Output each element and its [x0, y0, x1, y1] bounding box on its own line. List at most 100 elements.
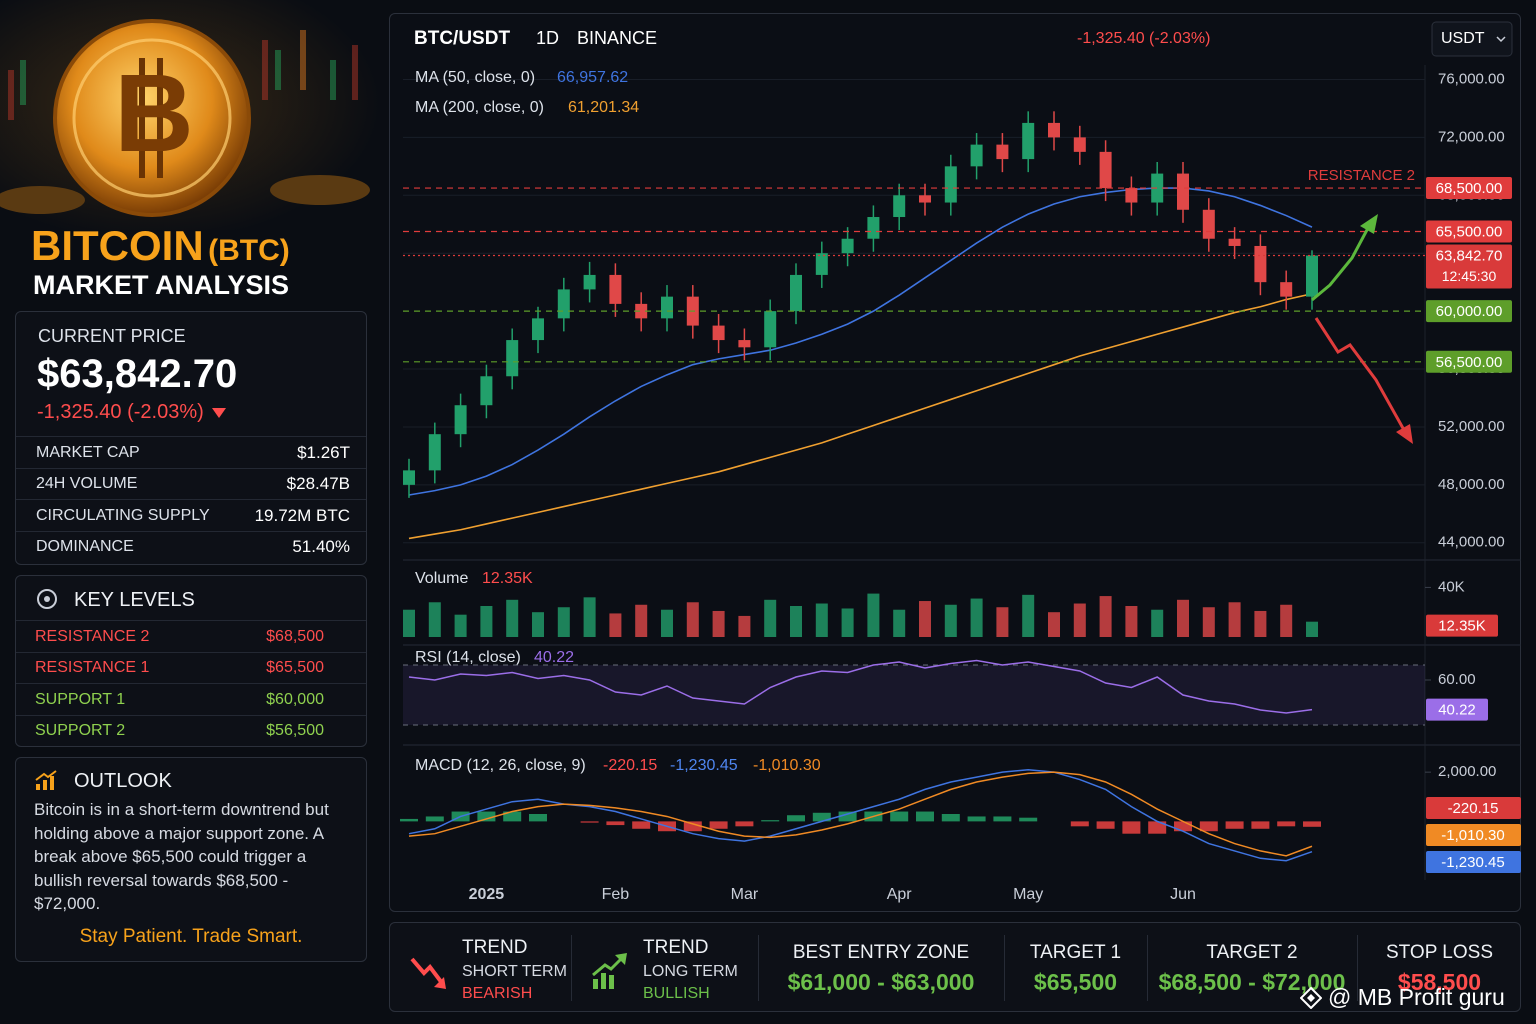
- y-tick-label: 76,000.00: [1438, 70, 1505, 87]
- macd-histogram-bar: [425, 816, 444, 822]
- level-value: $56,500: [266, 722, 324, 739]
- volume-bar: [1048, 612, 1060, 637]
- volume-bar: [1151, 609, 1164, 637]
- ma-legend: MA (50, close, 0): [415, 69, 535, 86]
- candle-body: [532, 318, 544, 341]
- level-name: RESISTANCE 1: [35, 659, 150, 676]
- currency: USDT: [1441, 30, 1485, 47]
- stat-label: DOMINANCE: [36, 538, 134, 555]
- price-card: CURRENT PRICE $63,842.70 -1,325.40 (-2.0…: [15, 311, 367, 565]
- summary-value: $61,000 - $63,000: [787, 969, 975, 995]
- candle-body: [764, 311, 777, 348]
- volume-bar: [1254, 610, 1267, 637]
- subtitle: MARKET ANALYSIS: [33, 270, 290, 300]
- title-suffix: (BTC): [208, 234, 290, 267]
- chart: BTC/USDT 1D BINANCE -1,325.40 (-2.03%) U…: [400, 21, 1521, 903]
- volume-bar: [1073, 603, 1086, 637]
- bull-arrowhead: [1360, 214, 1378, 234]
- volume-bar: [970, 598, 983, 637]
- stat-label: 24H VOLUME: [36, 475, 138, 492]
- level-name: SUPPORT 1: [35, 690, 126, 708]
- level-row: RESISTANCE 1 $65,500: [16, 651, 366, 684]
- summary-title: STOP LOSS: [1385, 942, 1493, 963]
- macd-histogram-bar: [735, 821, 754, 827]
- volume-bar: [686, 602, 699, 637]
- x-tick-label: May: [1013, 886, 1043, 903]
- x-tick-label: 2025: [469, 886, 505, 903]
- candle-body: [661, 296, 673, 319]
- candle-body: [996, 144, 1009, 160]
- level-tag-label: 65,500.00: [1436, 223, 1503, 240]
- macd-histogram-bar: [1199, 821, 1218, 832]
- macd-histogram-bar: [1303, 821, 1321, 827]
- volume-bar: [532, 612, 544, 637]
- candle-body: [1125, 188, 1138, 203]
- volume-bar: [738, 615, 751, 637]
- bear-arrowhead: [1396, 424, 1413, 444]
- ma-line: [408, 187, 1313, 496]
- stat-value: $28.47B: [286, 474, 350, 493]
- candle-body: [944, 166, 957, 203]
- candle-body: [635, 303, 648, 319]
- volume-title: Volume: [415, 570, 468, 587]
- macd-histogram-bar: [477, 811, 496, 822]
- level-tag-label: 63,842.70: [1436, 247, 1503, 264]
- macd-histogram-bar: [709, 821, 728, 829]
- divider: [1147, 935, 1148, 1001]
- summary-subtitle: LONG TERM: [643, 963, 738, 980]
- candle-body: [506, 340, 519, 377]
- volume-bar: [1306, 621, 1318, 637]
- candle-body: [403, 470, 415, 485]
- macd-tag-label: -1,230.45: [1441, 854, 1504, 871]
- volume-bar: [919, 601, 931, 637]
- rsi-band: [403, 665, 1425, 725]
- candle-body: [893, 195, 906, 218]
- divider: [758, 935, 759, 1001]
- volume-bar: [790, 606, 802, 637]
- candle-body: [583, 274, 596, 290]
- macd-histogram-bar: [503, 811, 522, 822]
- level-tag: [1426, 350, 1512, 373]
- divider: [1357, 935, 1358, 1001]
- volume-tag-label: 12.35K: [1438, 618, 1486, 635]
- candle-body: [919, 195, 931, 203]
- currency-select[interactable]: [1431, 21, 1513, 57]
- macd-hist-value: -220.15: [603, 757, 657, 774]
- volume-bar: [944, 604, 957, 637]
- candle-body: [1228, 238, 1241, 246]
- down-triangle: [211, 407, 226, 418]
- rsi-value: 40.22: [534, 649, 574, 666]
- candle-body: [1177, 173, 1189, 210]
- summary-value: $58,500: [1397, 969, 1482, 995]
- volume-bar: [661, 609, 673, 637]
- level-name: SUPPORT 2: [35, 722, 126, 739]
- volume-bar: [893, 609, 906, 637]
- macd-title: MACD (12, 26, close, 9): [415, 757, 586, 774]
- candle-body: [454, 405, 467, 435]
- candle-body: [609, 274, 622, 304]
- level-tag-label: 56,500.00: [1436, 354, 1503, 371]
- ma-legend: MA (200, close, 0): [415, 99, 544, 116]
- macd-histogram-bar: [1122, 821, 1141, 834]
- level-row: RESISTANCE 2 $68,500: [16, 620, 366, 652]
- summary-title: TARGET 2: [1206, 942, 1298, 963]
- stat-label: MARKET CAP: [36, 443, 140, 461]
- candle-body: [867, 217, 880, 239]
- summary-status: BEARISH: [462, 985, 533, 1002]
- header-change: -1,325.40 (-2.03%): [1077, 30, 1210, 47]
- price-change: -1,325.40 (-2.03%): [37, 401, 204, 423]
- candle-body: [480, 376, 493, 406]
- volume-bar: [712, 610, 725, 637]
- volume-bar: [403, 609, 415, 637]
- candle-body: [1099, 151, 1112, 189]
- level-name: RESISTANCE 2: [1308, 167, 1415, 184]
- volume-bar: [428, 602, 441, 637]
- volume-bar: [480, 606, 493, 637]
- volume-bar: [815, 603, 828, 637]
- chevron: [1496, 36, 1506, 43]
- level-tag-time: 12:45:30: [1442, 268, 1497, 284]
- macd-histogram-bar: [529, 814, 547, 822]
- volume-bar: [841, 608, 854, 637]
- volume-bar: [867, 593, 880, 637]
